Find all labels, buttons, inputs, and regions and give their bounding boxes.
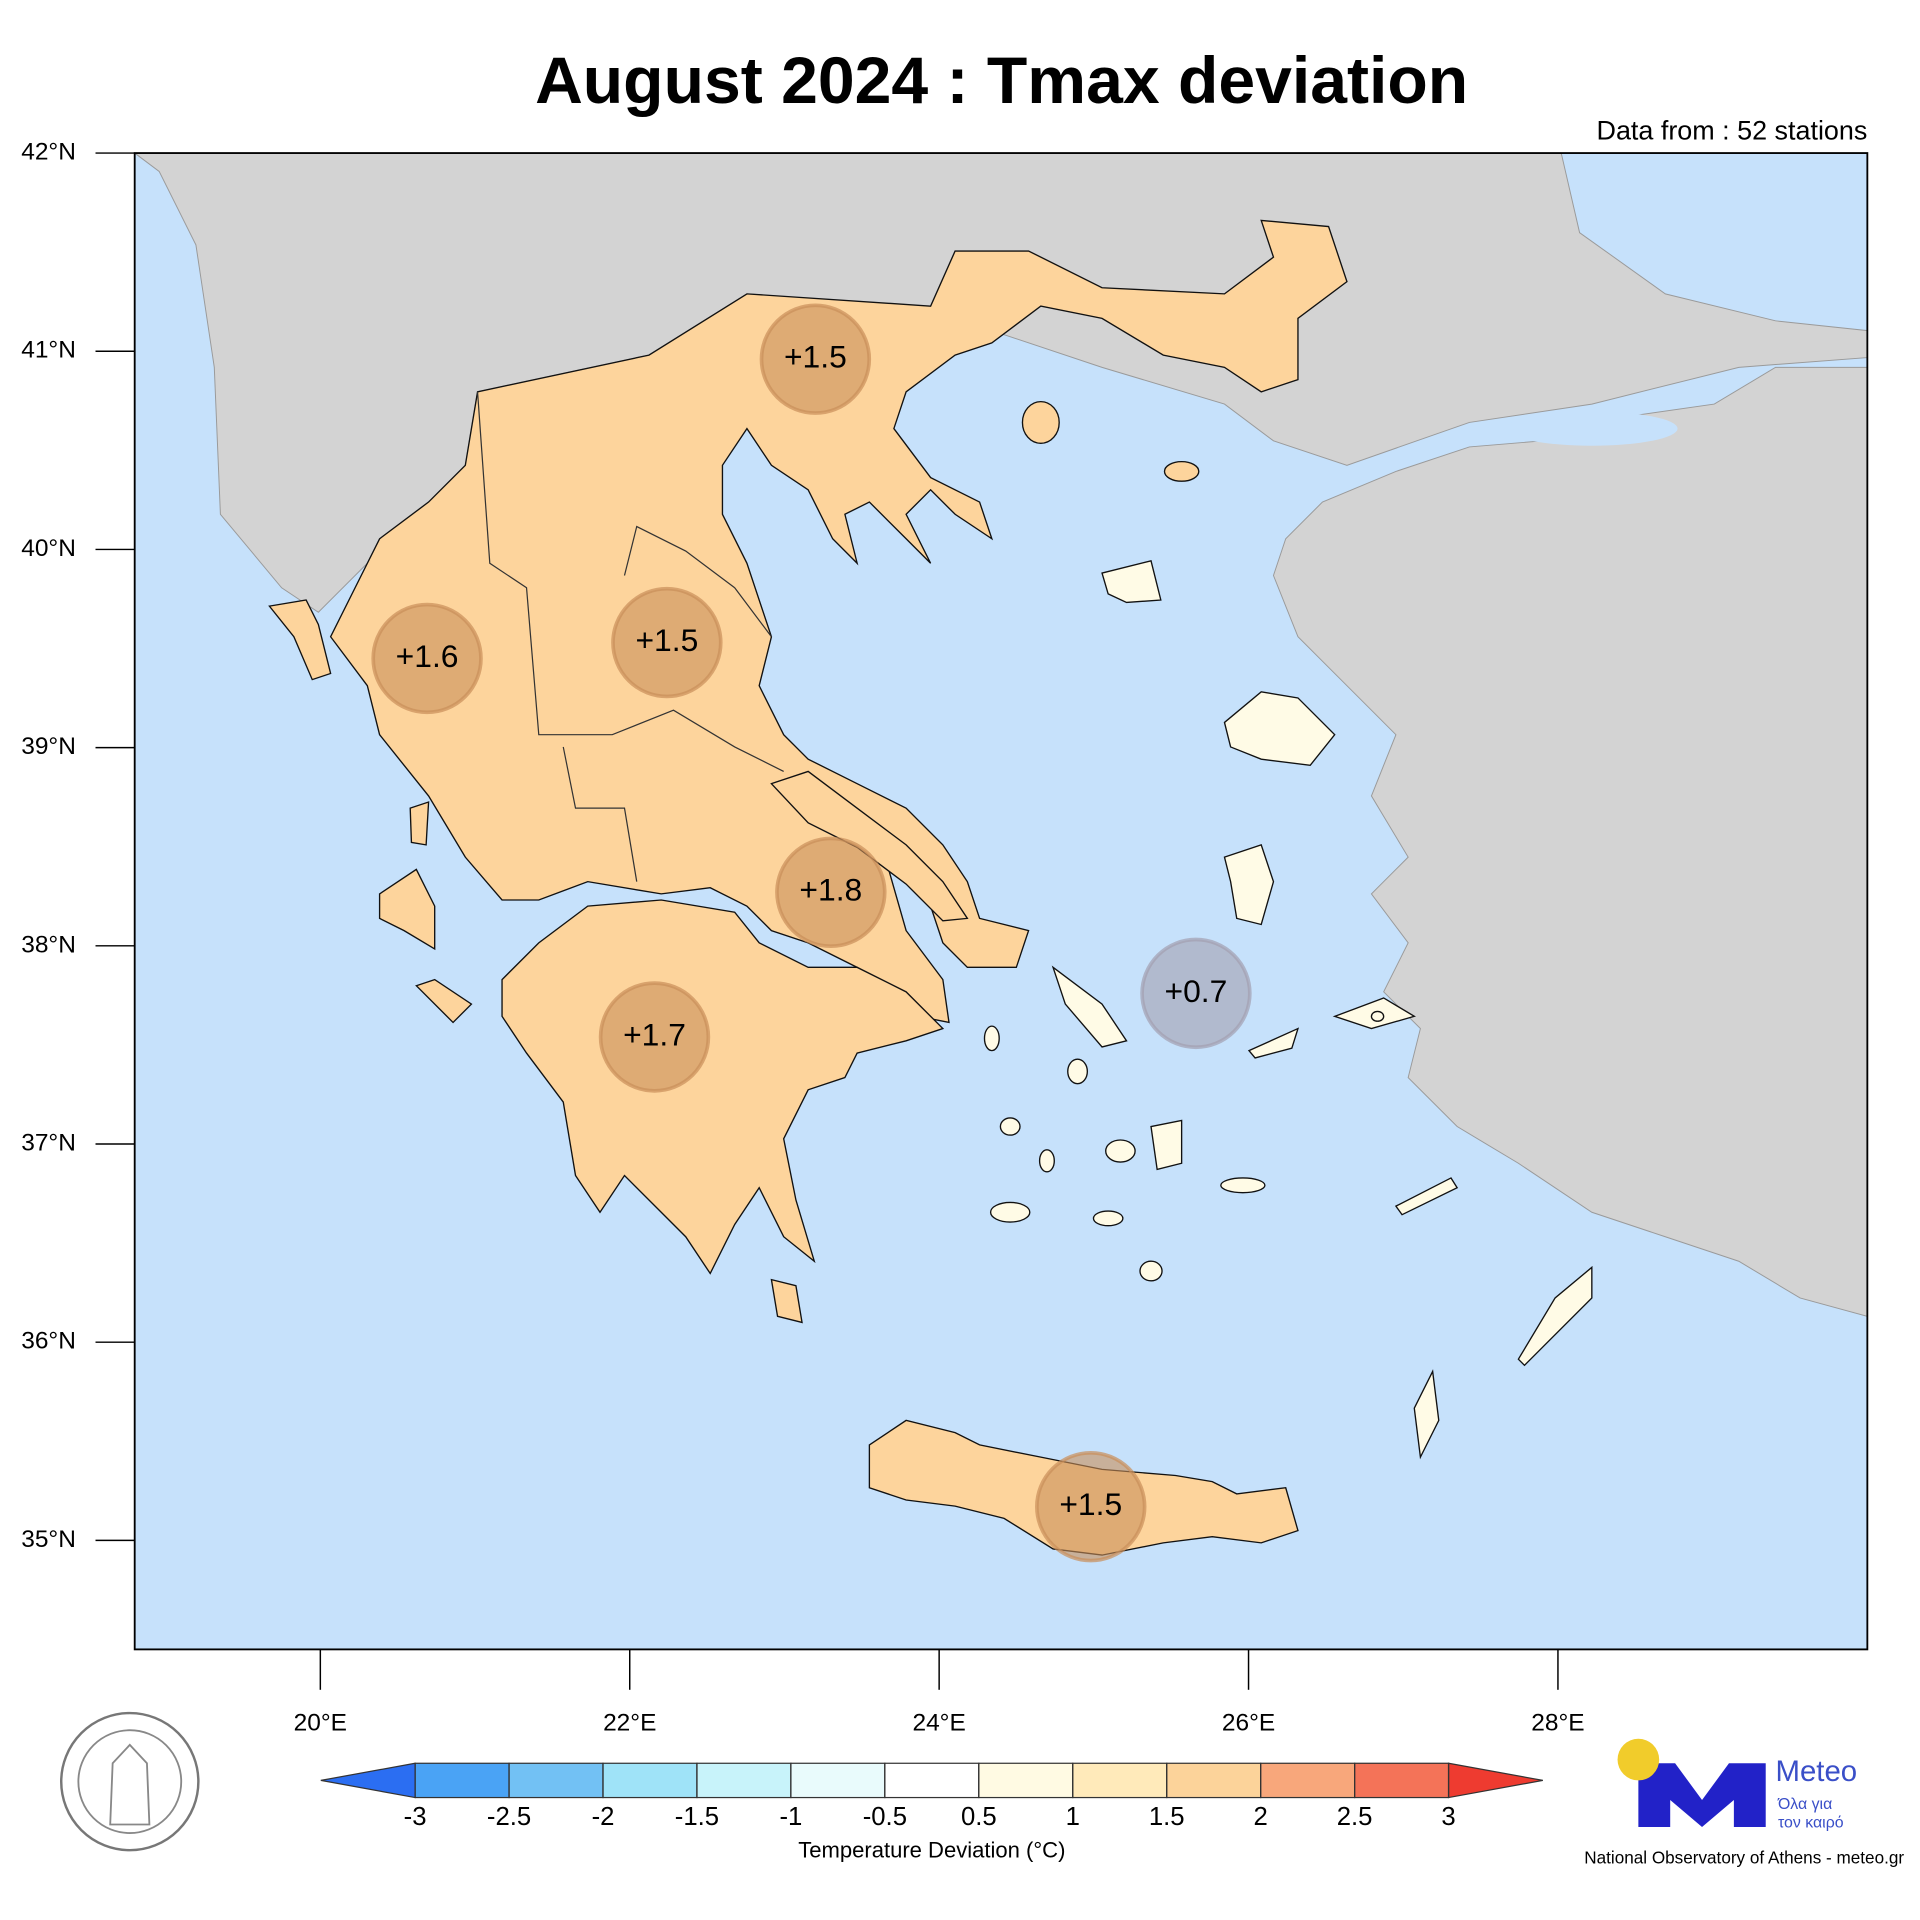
colorbar-label: 0.5 (961, 1803, 997, 1831)
lat-tick-label: 37°N (21, 1129, 76, 1156)
lon-tick-label: 22°E (603, 1710, 656, 1737)
colorbar-title: Temperature Deviation (°C) (798, 1837, 1065, 1862)
kos (1394, 1177, 1459, 1216)
cephalonia (378, 868, 436, 951)
colorbar-swatch (978, 1762, 1074, 1799)
lon-tick-label: 24°E (912, 1710, 965, 1737)
station-label: +1.6 (396, 638, 459, 674)
lat-tick-label: 39°N (21, 733, 76, 760)
station-label: +1.5 (784, 339, 847, 375)
title: August 2024 : Tmax deviation (535, 44, 1468, 118)
ikaria (1247, 1027, 1300, 1059)
lat-tick-label: 40°N (21, 535, 76, 562)
noa-seal (59, 1711, 200, 1852)
colorbar-swatch (508, 1762, 604, 1799)
brand-slogan: Όλα για (1777, 1796, 1832, 1813)
station-label: +0.7 (1165, 973, 1228, 1009)
station-label: +1.5 (1059, 1486, 1122, 1522)
colorbar-swatch (696, 1762, 792, 1799)
corfu (268, 599, 332, 681)
rhodes (1517, 1265, 1593, 1367)
colorbar-label: -2.5 (487, 1803, 531, 1831)
station-marker (1140, 937, 1252, 1050)
lat-tick-label: 38°N (21, 931, 76, 958)
lesvos (1223, 691, 1336, 767)
lat-tick-label: 36°N (21, 1328, 76, 1355)
lat-tick-label: 35°N (21, 1526, 76, 1553)
map-land (133, 152, 1868, 1556)
colorbar-label: -3 (404, 1803, 427, 1831)
lat-tick-label: 41°N (21, 337, 76, 364)
colorbar-swatch (1072, 1762, 1168, 1799)
station-marker (371, 602, 483, 715)
station-label: +1.8 (799, 872, 862, 908)
colorbar-label: 2 (1254, 1803, 1268, 1831)
colorbar-label: -1.5 (675, 1803, 719, 1831)
colorbar-label: -0.5 (863, 1803, 907, 1831)
colorbar-label: -2 (592, 1803, 615, 1831)
thasos (1021, 400, 1060, 444)
cyclades (983, 1010, 1385, 1282)
brand-name: Meteo (1776, 1755, 1858, 1788)
station-label: +1.7 (623, 1016, 686, 1052)
map-frame (133, 152, 1869, 1651)
subtitle: Data from : 52 stations (1597, 115, 1868, 145)
peloponnese (501, 899, 945, 1275)
lemnos (1101, 559, 1162, 604)
region-borders (476, 391, 784, 882)
colorbar-swatch (1166, 1762, 1262, 1799)
station-marker (759, 303, 872, 415)
colorbar-swatch (790, 1762, 886, 1799)
lon-tick-label: 20°E (294, 1710, 347, 1737)
meteo-logo: Meteo Όλα για τον καιρό (1617, 1738, 1858, 1831)
colorbar-end (1447, 1762, 1543, 1799)
chios (1223, 844, 1275, 926)
karpathos (1413, 1369, 1440, 1460)
colorbar-swatch (884, 1762, 980, 1799)
station-marker (775, 836, 887, 949)
samothraki (1163, 460, 1200, 482)
andros (1051, 965, 1128, 1048)
balkans (133, 152, 1868, 613)
colorbar-label: 3 (1441, 1803, 1455, 1831)
footer: National Observatory of Athens - meteo.g… (1584, 1847, 1904, 1867)
colorbar-swatch (1354, 1762, 1450, 1799)
kythira (770, 1278, 803, 1324)
colorbar-label: 1 (1066, 1803, 1080, 1831)
station-marker (611, 586, 723, 699)
station-marker (1035, 1450, 1147, 1563)
naxos (1150, 1119, 1183, 1171)
colorbar-end (320, 1762, 416, 1799)
marmara-sea (1506, 411, 1678, 446)
lon-tick-label: 26°E (1222, 1710, 1275, 1737)
brand-slogan: τον καιρό (1778, 1814, 1844, 1831)
colorbar-swatch (414, 1762, 510, 1799)
lat-tick-label: 42°N (21, 139, 76, 166)
lon-tick-label: 28°E (1531, 1710, 1584, 1737)
colorbar-label: 1.5 (1149, 1803, 1185, 1831)
greek-mainland (329, 219, 1348, 1024)
turkey (1272, 366, 1868, 1317)
zakynthos (415, 978, 473, 1024)
colorbar-swatch (602, 1762, 698, 1799)
colorbar-label: 2.5 (1337, 1803, 1373, 1831)
lefkada (409, 801, 430, 846)
station-marker (598, 981, 711, 1093)
colorbar-label: -1 (779, 1803, 802, 1831)
station-label: +1.5 (635, 622, 698, 658)
colorbar-swatch (1260, 1762, 1356, 1799)
